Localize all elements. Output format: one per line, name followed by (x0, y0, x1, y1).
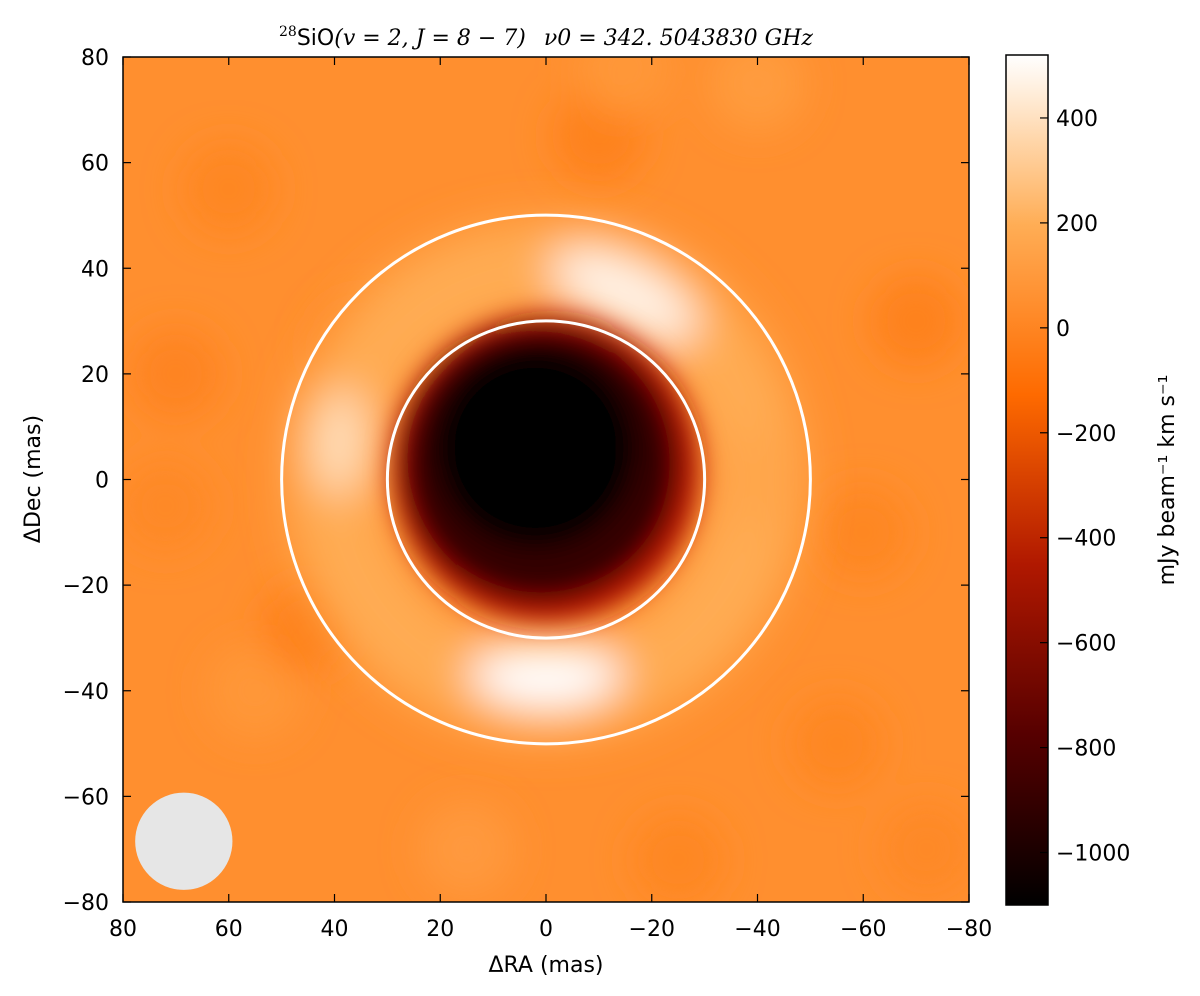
mottle-4 (128, 326, 224, 422)
absorption-core (434, 347, 636, 549)
y-tick-label: −80 (63, 891, 109, 916)
overlay-layer (135, 213, 812, 890)
colorbar-tick-label: −1000 (1056, 842, 1130, 867)
background-mottling (123, 57, 969, 902)
ring-lobe-0 (471, 640, 621, 710)
x-tick-label: −80 (946, 917, 992, 942)
colorbar-ticks: 400 200 0 −200 −400 −600 −800 −1000 (1040, 107, 1130, 867)
colorbar-tick-label: −200 (1056, 422, 1116, 447)
x-tick-label: −40 (734, 917, 780, 942)
mottle-0 (181, 141, 277, 237)
mottle-11 (630, 812, 726, 902)
mottle-7 (123, 458, 213, 554)
ring-lobe-2 (308, 389, 372, 496)
x-tick-label: −20 (629, 917, 675, 942)
colorbar-tick-label: 0 (1056, 317, 1070, 342)
beam-ellipse (135, 792, 233, 890)
mottle-14 (577, 57, 673, 116)
mottle-9 (789, 695, 885, 792)
colorbar-label: mJy beam⁻¹ km s⁻¹ (1155, 375, 1180, 586)
intensity-map (123, 57, 969, 902)
colorbar-tick-label: 400 (1056, 107, 1098, 132)
emission-ring (286, 220, 806, 739)
x-tick-label: 60 (215, 917, 243, 942)
y-axis-label: ΔDec (mas) (21, 415, 46, 543)
title-isotope: 28 (279, 24, 297, 40)
colorbar-frame (1005, 54, 1049, 906)
title-transition: (v = 2, J = 8 − 7) (334, 26, 526, 51)
colorbar-tick-label: −800 (1056, 737, 1116, 762)
mottle-10 (419, 801, 515, 897)
y-tick-label: −20 (63, 574, 109, 599)
x-tick-label: 0 (539, 917, 553, 942)
x-tick-label: −60 (840, 917, 886, 942)
central-absorption (392, 315, 700, 623)
y-tick-label: 0 (95, 469, 109, 494)
x-tick-label: 40 (321, 917, 349, 942)
y-tick-label: 60 (81, 152, 109, 177)
mottle-5 (868, 273, 964, 369)
mottle-12 (879, 801, 969, 897)
y-tick-label: 20 (81, 363, 109, 388)
axis-ticks: 80 60 40 20 0 −20 −40 −60 −80806040200−20−40−60−… (63, 46, 993, 942)
overlay-circle-2 (280, 213, 812, 746)
title-frequency: ν0 = 342. 5043830 GHz (544, 26, 814, 51)
mottle-2 (709, 57, 806, 131)
mottle-6 (815, 484, 911, 580)
colorbar-tick-label: −400 (1056, 527, 1116, 552)
x-axis-label: ΔRA (mas) (488, 953, 603, 978)
overlay-circle-1 (385, 319, 707, 640)
mottle-8 (207, 643, 303, 739)
chart-title: 28SiO(v = 2, J = 8 − 7) ν0 = 342. 5043830… (279, 24, 813, 51)
y-tick-label: 40 (81, 257, 109, 282)
x-tick-label: 20 (426, 917, 454, 942)
ring-lobe-1 (553, 245, 698, 345)
colorbar (1006, 55, 1048, 905)
y-tick-label: −60 (63, 785, 109, 810)
title-molecule: SiO (297, 26, 334, 51)
x-tick-label: 80 (109, 917, 137, 942)
ring-lobe-3 (725, 426, 790, 533)
colorbar-tick-label: 200 (1056, 212, 1098, 237)
y-tick-label: 80 (81, 46, 109, 71)
y-tick-label: −40 (63, 680, 109, 705)
colorbar-tick-label: −600 (1056, 632, 1116, 657)
